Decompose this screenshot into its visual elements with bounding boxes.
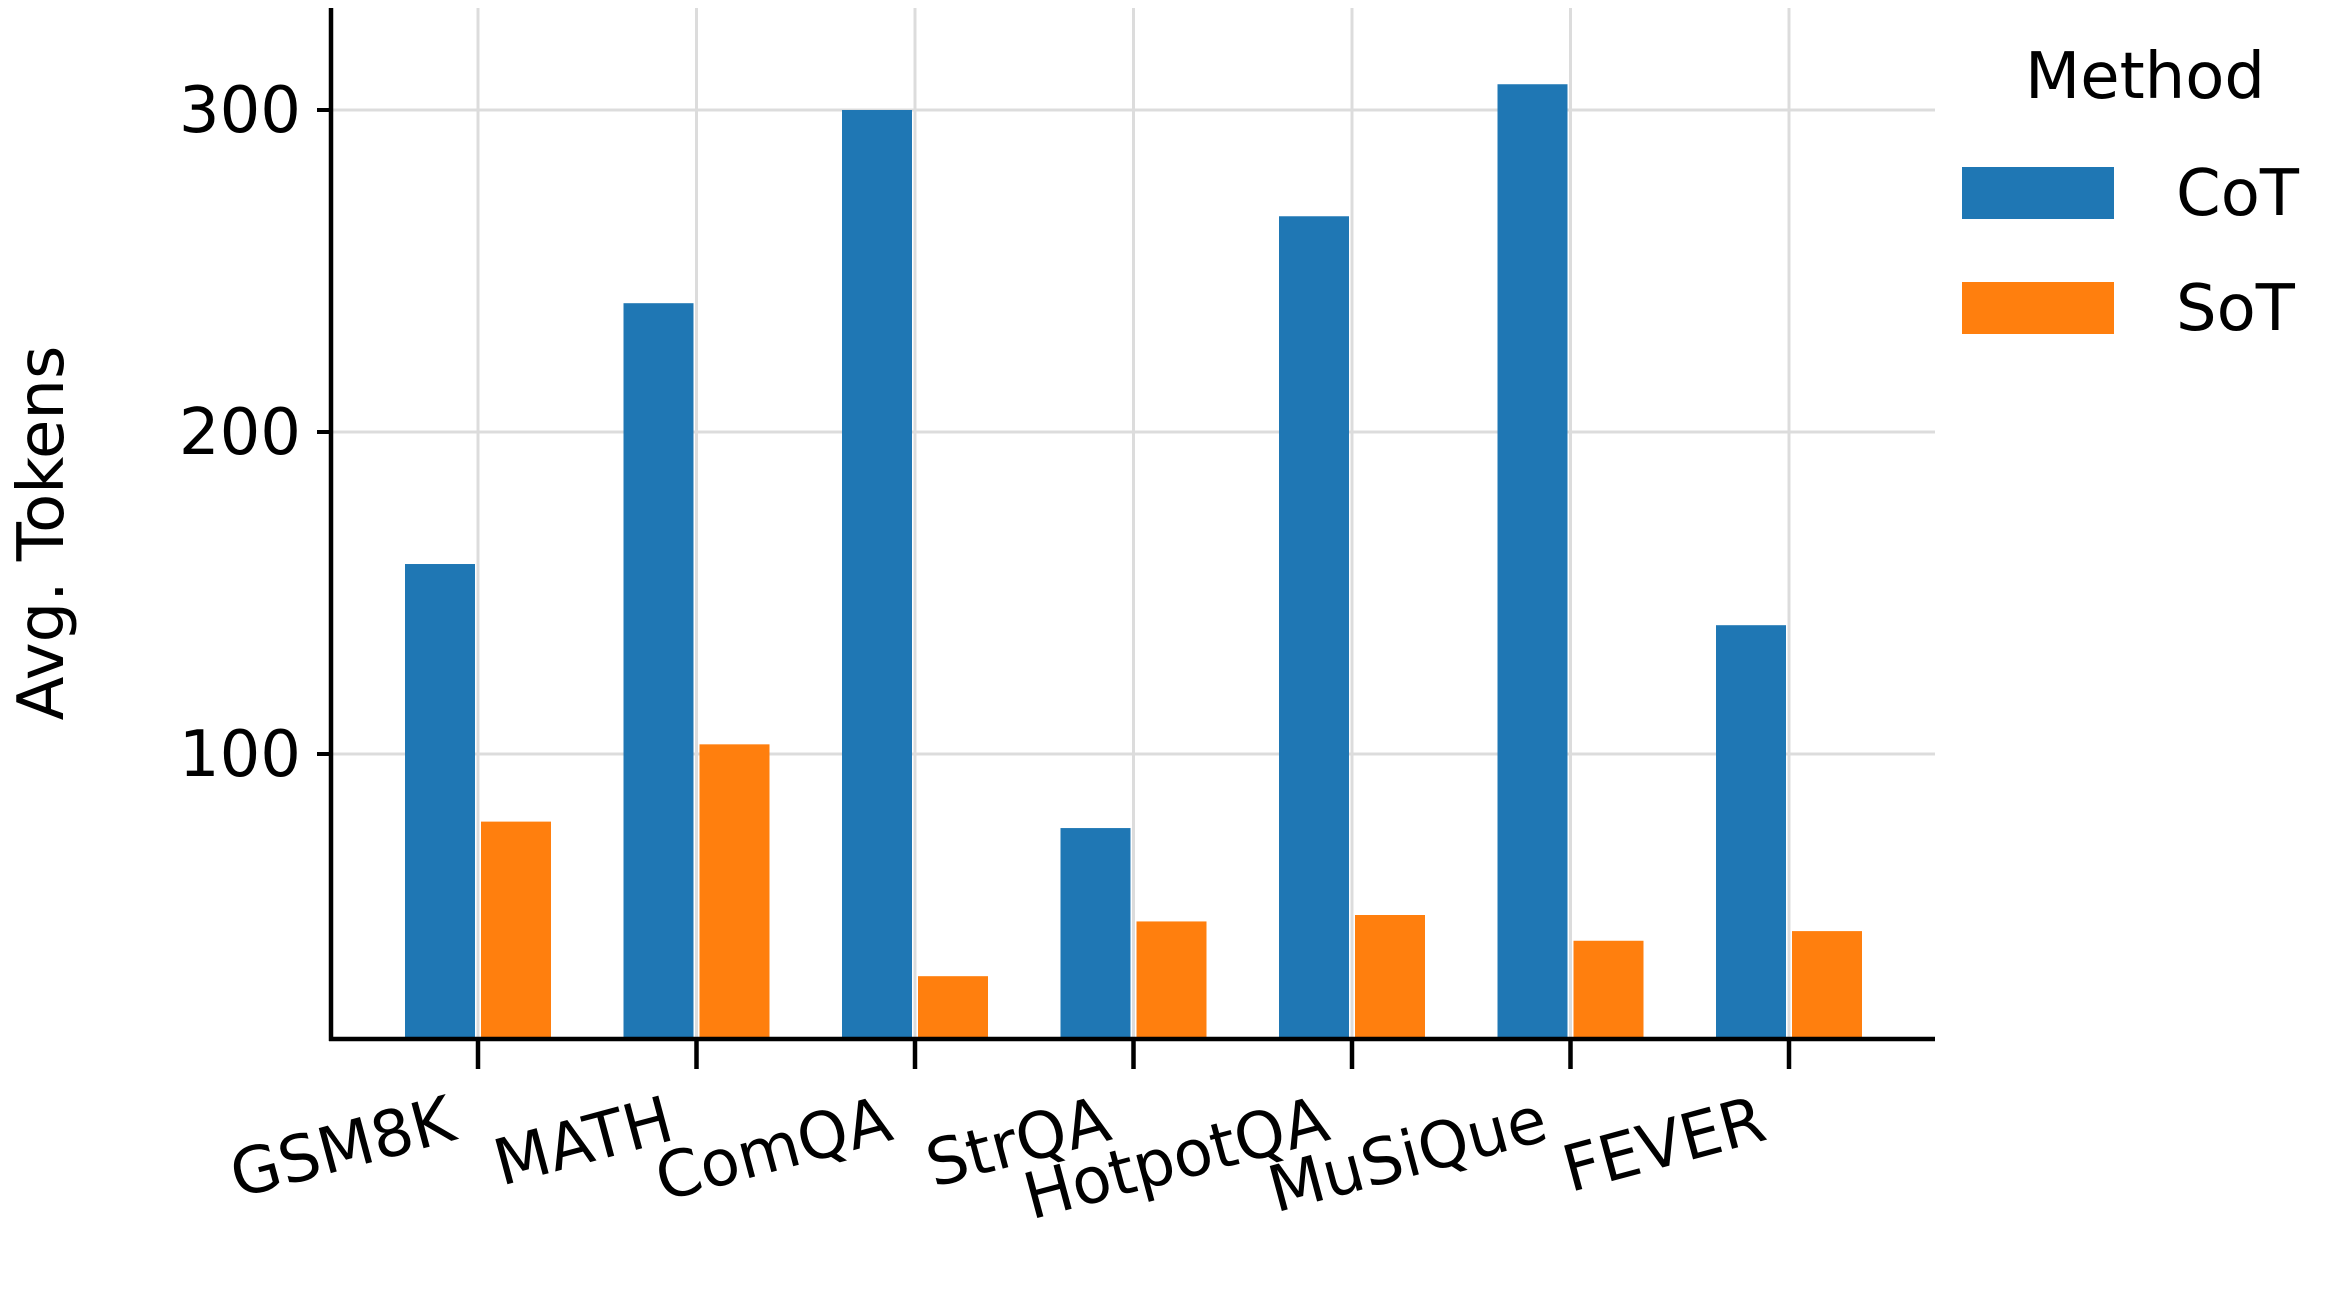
grid-lines [317, 8, 1935, 1039]
bar-sot-gsm8k [481, 821, 551, 1039]
legend-swatch-sot [1962, 282, 2114, 334]
x-tick-label: FEVER [1555, 1083, 1773, 1208]
bar-cot-gsm8k [405, 564, 475, 1039]
bar-sot-comqa [918, 976, 988, 1039]
legend-title: Method [2025, 40, 2265, 114]
x-tick-label: GSM8K [223, 1082, 464, 1213]
bars [405, 84, 1862, 1040]
bar-cot-musique [1497, 84, 1568, 1040]
bar-sot-strqa [1136, 921, 1207, 1039]
y-tick-label: 100 [179, 718, 301, 792]
legend-swatch-cot [1962, 167, 2114, 219]
bar-sot-hotpotqa [1355, 915, 1425, 1039]
y-axis-label: Avg. Tokens [5, 346, 79, 721]
bar-cot-strqa [1060, 828, 1131, 1039]
bar-cot-comqa [842, 110, 912, 1039]
legend-label-sot: SoT [2176, 272, 2296, 346]
bar-sot-musique [1573, 940, 1644, 1039]
bar-cot-fever [1716, 625, 1786, 1039]
legend: Method CoT SoT [1962, 40, 2300, 346]
x-tick-label: MATH [486, 1083, 680, 1201]
bar-cot-math [623, 303, 694, 1039]
y-tick-label: 300 [179, 74, 301, 148]
y-tick-labels: 100 200 300 [179, 74, 301, 792]
bar-sot-math [699, 744, 770, 1039]
legend-label-cot: CoT [2176, 157, 2300, 231]
bar-cot-hotpotqa [1279, 216, 1349, 1039]
y-tick-label: 200 [179, 396, 301, 470]
bar-sot-fever [1792, 931, 1862, 1039]
x-tick-label: ComQA [648, 1083, 900, 1217]
